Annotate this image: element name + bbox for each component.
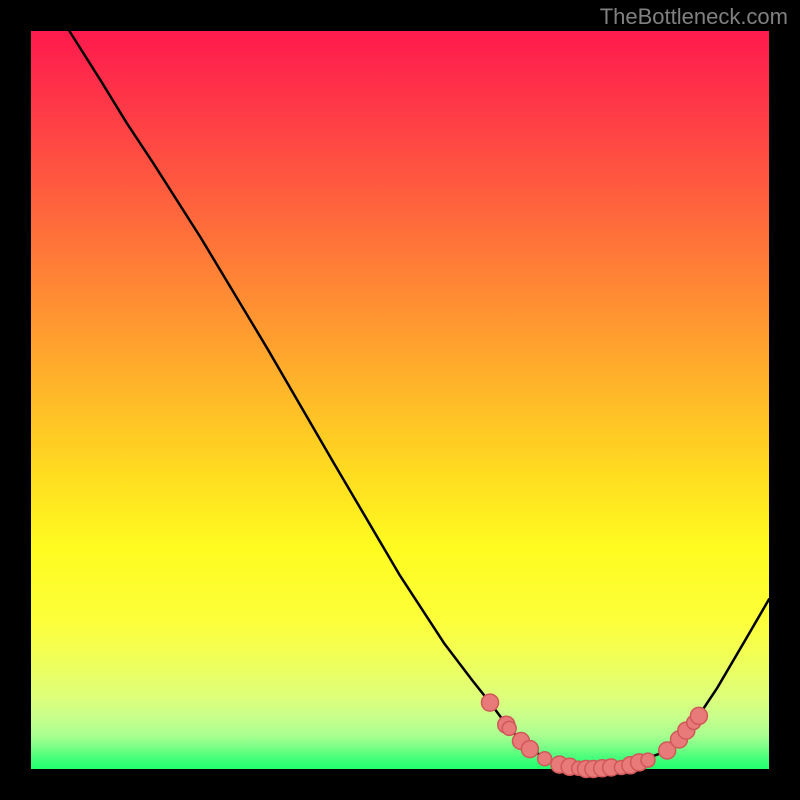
chart-plot-area [31,31,769,769]
attribution-text: TheBottleneck.com [600,4,788,30]
